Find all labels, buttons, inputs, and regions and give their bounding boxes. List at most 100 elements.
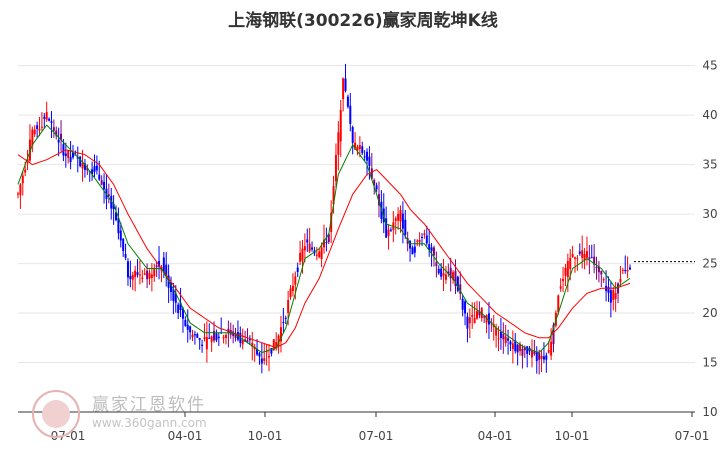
candle-body xyxy=(81,162,84,169)
candle-body xyxy=(358,145,361,150)
candle-body xyxy=(31,129,34,146)
candle-body xyxy=(540,355,543,359)
candle-body xyxy=(557,295,560,313)
candle-body xyxy=(115,212,118,221)
candle-body xyxy=(576,258,579,260)
candle-body xyxy=(619,279,622,282)
candle-body xyxy=(399,210,402,222)
candle-body xyxy=(282,322,285,324)
candle-body xyxy=(179,302,182,311)
y-tick-label: 35 xyxy=(702,158,717,172)
candle-body xyxy=(564,267,567,276)
candle-body xyxy=(514,340,517,352)
candle-body xyxy=(526,346,529,354)
candle-body xyxy=(432,247,435,256)
candle-body xyxy=(624,270,627,272)
candle-body xyxy=(33,129,36,135)
candle-body xyxy=(485,315,488,323)
candle-body xyxy=(504,336,507,344)
candle-body xyxy=(612,290,615,301)
candle-body xyxy=(478,311,481,316)
candle-body xyxy=(311,247,314,250)
candle-body xyxy=(519,344,522,352)
y-tick-label: 40 xyxy=(702,108,717,122)
candle-body xyxy=(165,264,168,276)
candle-body xyxy=(464,301,467,314)
candle-body xyxy=(52,127,55,131)
candle-body xyxy=(198,337,201,340)
candle-body xyxy=(337,132,340,155)
candle-body xyxy=(571,253,574,257)
candle-body xyxy=(217,336,220,339)
candle-body xyxy=(356,146,359,151)
candle-body xyxy=(308,243,311,252)
candle-body xyxy=(487,313,490,325)
candle-body xyxy=(153,268,156,277)
candle-body xyxy=(45,112,48,120)
candle-body xyxy=(107,194,110,197)
candle-body xyxy=(473,317,476,324)
watermark-text: 赢家江恩软件 xyxy=(92,395,206,415)
candle-body xyxy=(110,195,113,209)
candle-body xyxy=(389,229,392,231)
candle-body xyxy=(201,344,204,346)
candle-body xyxy=(268,355,271,358)
y-tick-label: 30 xyxy=(702,207,717,221)
y-tick-label: 45 xyxy=(702,59,717,73)
candle-body xyxy=(413,246,416,253)
candle-body xyxy=(205,337,208,350)
candle-body xyxy=(260,358,263,364)
candle-layer xyxy=(17,63,631,375)
candle-body xyxy=(471,315,474,317)
candle-body xyxy=(222,337,225,339)
candle-body xyxy=(495,327,498,336)
candle-body xyxy=(19,184,22,196)
candle-body xyxy=(117,217,120,234)
candle-body xyxy=(621,269,624,271)
candle-body xyxy=(21,175,24,184)
watermark-seal-icon xyxy=(32,390,80,438)
candle-body xyxy=(588,257,591,259)
candle-body xyxy=(430,247,433,252)
candle-body xyxy=(315,254,318,256)
candle-body xyxy=(550,341,553,356)
candle-body xyxy=(48,118,51,121)
candle-body xyxy=(79,156,82,167)
candle-body xyxy=(574,257,577,259)
candle-body xyxy=(511,343,514,350)
candle-body xyxy=(196,334,199,338)
candle-body xyxy=(332,186,335,205)
candle-body xyxy=(71,152,74,158)
candle-body xyxy=(55,130,58,136)
candle-body xyxy=(459,284,462,294)
candle-body xyxy=(320,247,323,259)
candle-body xyxy=(507,338,510,341)
candle-body xyxy=(323,239,325,248)
candle-body xyxy=(545,355,548,360)
candle-body xyxy=(626,270,629,272)
candle-body xyxy=(67,150,70,158)
candle-body xyxy=(597,266,600,273)
candle-body xyxy=(552,324,555,345)
candle-body xyxy=(468,317,471,324)
candle-body xyxy=(60,133,63,140)
candle-body xyxy=(263,358,266,361)
candle-body xyxy=(401,213,404,229)
candle-body xyxy=(215,333,218,341)
candle-body xyxy=(366,151,369,161)
candle-body xyxy=(578,251,581,254)
candle-body xyxy=(354,142,357,150)
candle-body xyxy=(617,283,620,294)
candle-body xyxy=(158,261,161,267)
candle-body xyxy=(442,273,445,276)
candle-body xyxy=(296,267,299,272)
candle-body xyxy=(40,126,43,128)
candle-body xyxy=(499,331,502,338)
candle-body xyxy=(17,193,19,195)
candle-body xyxy=(303,246,306,251)
candle-body xyxy=(291,285,294,291)
candle-body xyxy=(370,168,373,179)
candle-body xyxy=(232,331,235,337)
candle-body xyxy=(542,356,545,360)
